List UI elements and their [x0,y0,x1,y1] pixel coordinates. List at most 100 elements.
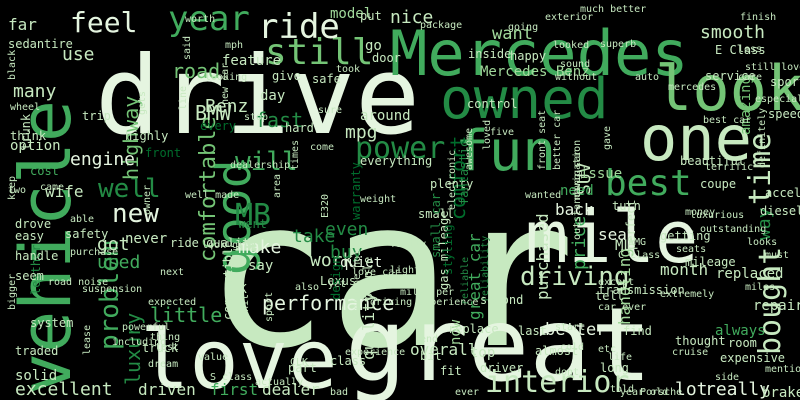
word-miles-per: miles per [400,287,454,298]
word-leather: leather [29,244,43,295]
word-bmw: BMW [195,101,232,125]
word-benz: Benz [205,96,248,117]
word-also: also [295,282,319,293]
word-light: light [390,265,420,276]
word-driving-experience: driving experience [370,297,478,308]
word-bit: bit [420,349,442,363]
word-design: design [329,257,343,300]
word-test: test [155,342,179,353]
word-ride-quality: ride quality [170,236,257,250]
word-slk: SLK [225,282,247,296]
word-purchased: purchased [533,213,552,300]
word-including: including [112,337,166,348]
word-almost: almost [535,344,578,358]
word-far: far [8,15,37,34]
word-dealer: dealer [262,380,320,399]
word-turn: turn [612,199,641,213]
word-especially: especially [755,94,800,105]
word-amazing: amazing [738,76,754,135]
word-mercedes: mercedes [668,82,716,93]
word-c-class: C class [618,250,660,261]
word-luxury: luxury [121,313,145,385]
word-drive: drive [95,34,420,159]
word-performance: performance [262,291,394,315]
word-experience: experience [345,347,405,358]
word-many: many [13,81,57,102]
word-handling: handling [615,248,634,325]
word-give: give [272,69,301,83]
word-dont: dont [555,367,579,378]
word-go: go [365,38,382,54]
word-five: five [490,127,514,138]
word-door: door [372,51,401,65]
word-next: next [160,267,184,278]
word-back: back [555,200,594,219]
word-fantastic: fantastic [457,140,471,205]
word-seat: seat [598,225,637,244]
word-make: make [238,237,281,258]
word-road-noise: road noise [48,277,108,288]
word-option: option [10,138,61,154]
word-perfect: perfect [624,199,638,250]
word-smooth: smooth [700,22,765,43]
word-bad: bad [330,387,348,398]
word-lot: lot [675,379,708,400]
word-well-made: well made [185,190,239,201]
word-acceleration: acceleration [765,186,800,200]
word-top: top [470,345,495,361]
word-service: service [705,69,756,83]
word-owned: owned [440,67,609,132]
word-use: use [62,44,95,65]
word-thought: thought [675,334,726,348]
word-front: front [145,146,181,160]
word-auto: auto [635,72,659,83]
word-s-class: S class [210,372,252,383]
word-repair: repair [753,298,800,314]
word-second: second [480,293,523,307]
word-really: really [705,379,770,400]
word-never: never [125,231,167,247]
word-still-love: still love [745,62,800,73]
word-highly: highly [125,129,168,143]
word-new: new [112,199,159,229]
word-mercedes-benz: Mercedes Benz [480,64,590,80]
word-expensive: expensive [720,351,785,365]
word-speed: speed [768,107,800,121]
word-care: care [738,72,762,83]
word-best: best [605,163,692,204]
word-yet: yet [328,279,346,290]
word-control: control [467,97,518,111]
word-family: family [390,239,426,250]
word-mileage: mileage [685,255,736,269]
word-without: without [555,72,597,83]
word-driving: driving [520,262,630,292]
word-must: must [765,250,789,261]
word-class: class [330,354,366,368]
word-seats: seats [676,244,706,255]
word-brake: brake [762,385,800,400]
word-put: put [360,9,382,23]
word-much-better: much better [580,4,646,15]
word-finish: finish [740,12,776,23]
word-nice: nice [390,7,433,28]
word-life: life [608,352,632,363]
word-sound: sound [560,59,590,70]
word-replace: replace [448,322,499,336]
word-going: going [508,22,538,33]
word-cruise: cruise [672,347,708,358]
word-good: good [206,159,262,275]
word-expected: expected [148,297,196,308]
word-love: love [140,313,337,400]
word-better: better [545,320,606,340]
word-etc: etc [598,344,616,355]
word-sporty: sporty [770,75,800,89]
word-amg: AMG [628,237,646,248]
word-happy: happy [510,49,546,63]
word-comfortable: comfortable [196,116,221,262]
word-highway: highway [119,96,143,180]
word-used: used [97,252,140,273]
word-truck: truck [142,341,179,355]
word-suv: SUV [574,162,595,195]
word-coupe: coupe [700,177,736,191]
